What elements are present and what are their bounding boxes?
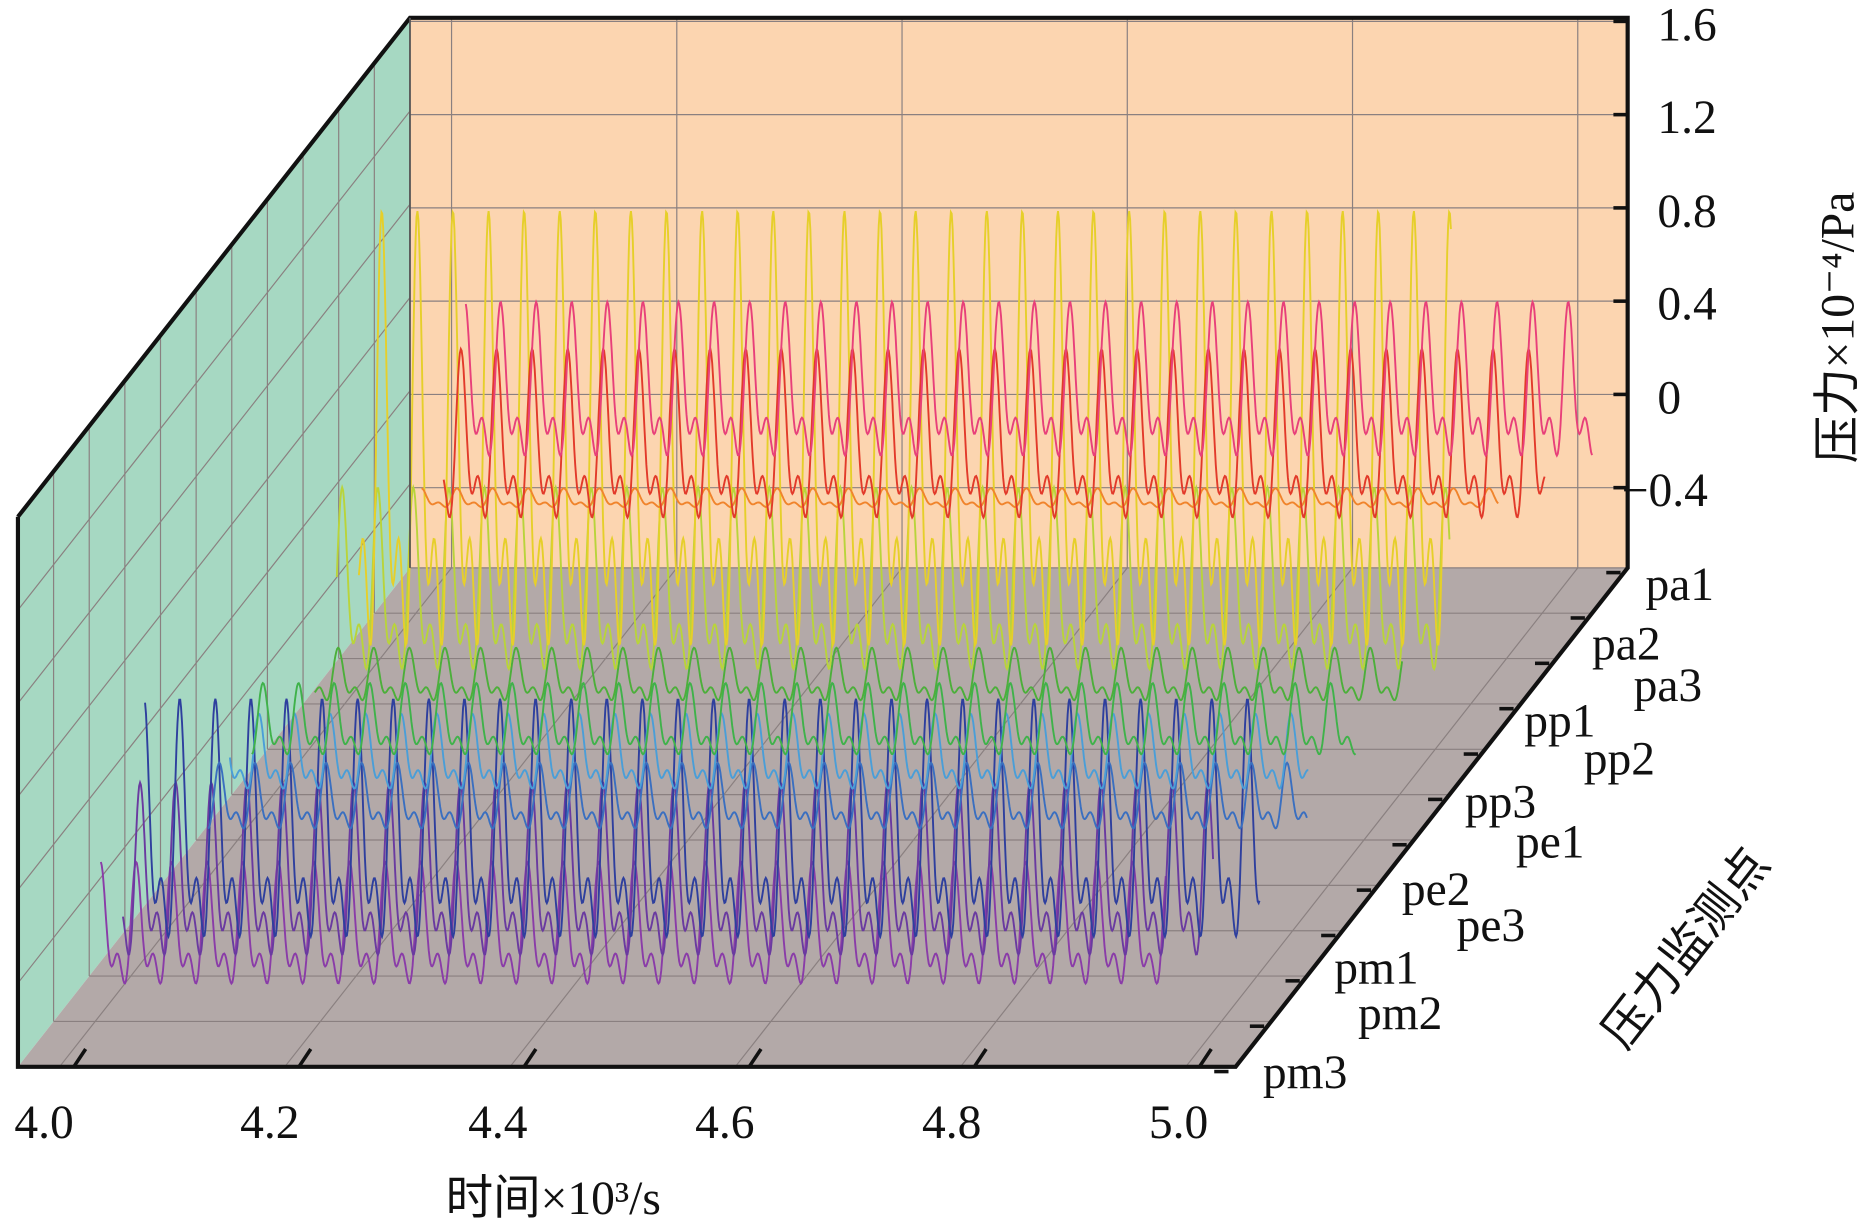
- x-tick: [972, 1048, 988, 1068]
- series-line-pe2: [228, 712, 1309, 790]
- grid-line: [17, 483, 411, 984]
- depth-label: pm3: [1263, 1047, 1347, 1099]
- series-line-pp3: [313, 646, 1404, 702]
- x-axis-title: 时间×10³/s: [446, 1173, 661, 1225]
- x-tick-label: 4.2: [240, 1097, 299, 1149]
- x-tick: [522, 1048, 538, 1068]
- grid-line: [17, 390, 411, 891]
- axis-ticks: [72, 19, 1628, 1074]
- y-tick-label: 0.4: [1657, 279, 1717, 331]
- series-line-pe1: [251, 681, 1357, 756]
- series-line-pm1: [144, 698, 1261, 940]
- depth-axis-title: 压力监测点: [1593, 839, 1780, 1058]
- series-line-pa3: [421, 487, 1499, 509]
- series-line-pa1: [464, 299, 1593, 458]
- y-tick-label: 0.8: [1657, 186, 1716, 238]
- x-tick: [747, 1048, 763, 1068]
- x-tick-label: 4.0: [14, 1097, 73, 1149]
- grid-line: [17, 297, 411, 797]
- grid-line: [17, 203, 411, 704]
- x-tick-label: 5.0: [1149, 1097, 1208, 1149]
- x-tick-label: 4.4: [468, 1097, 528, 1149]
- depth-label: pe3: [1457, 900, 1526, 952]
- y-tick-label: −0.4: [1622, 465, 1708, 517]
- y-tick-label: 1.6: [1657, 0, 1716, 51]
- y-tick-label: 0: [1657, 372, 1681, 424]
- series-line-pp1: [357, 209, 1452, 649]
- x-tick-label: 4.8: [922, 1097, 981, 1149]
- series-line-pm2: [122, 779, 1215, 958]
- depth-label: pm2: [1358, 988, 1442, 1040]
- depth-label: pp1: [1524, 696, 1595, 748]
- side-wall: [17, 17, 410, 1067]
- y-tick-label: 1.2: [1657, 92, 1716, 144]
- grid-line: [1185, 567, 1579, 1068]
- x-tick: [297, 1048, 313, 1068]
- depth-label: pm1: [1334, 943, 1418, 995]
- depth-label: pe2: [1402, 864, 1471, 916]
- depth-label: pa3: [1634, 660, 1703, 712]
- x-tick-label: 4.6: [695, 1097, 754, 1149]
- grid-line: [17, 110, 411, 611]
- x-tick: [1197, 1048, 1213, 1068]
- axes-frame: [15, 15, 1630, 1069]
- y-axis-title: 压力×10⁻⁴/Pa: [1812, 192, 1863, 464]
- depth-label: pp3: [1465, 776, 1536, 828]
- depth-label: pa1: [1645, 559, 1714, 611]
- series-line-pe3: [207, 761, 1308, 830]
- x-tick: [72, 1048, 88, 1068]
- depth-label: pp2: [1584, 734, 1655, 786]
- depth-label: pa2: [1592, 618, 1661, 670]
- series-lines: [99, 209, 1593, 986]
- depth-label: pe1: [1516, 817, 1585, 869]
